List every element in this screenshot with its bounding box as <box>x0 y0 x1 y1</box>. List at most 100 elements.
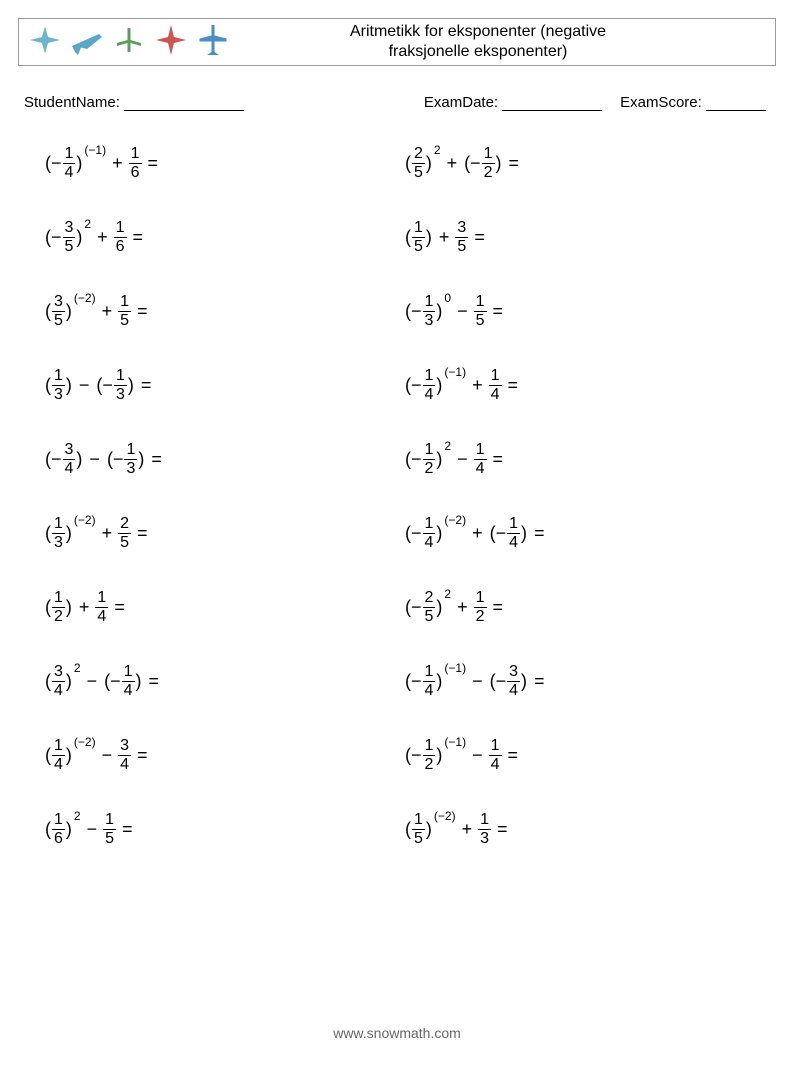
fraction: 15 <box>412 812 425 847</box>
math-text: (− <box>489 523 508 544</box>
problem-11: (13)(−2)+25= <box>44 511 404 555</box>
operator: = <box>127 227 150 248</box>
fraction: 14 <box>52 738 65 773</box>
math-text: ) <box>65 671 73 692</box>
plane-icon-3 <box>111 22 147 63</box>
fraction: 12 <box>423 738 436 773</box>
operator: − <box>83 449 106 470</box>
operator: = <box>468 227 491 248</box>
footer: www.snowmath.com <box>0 1025 794 1041</box>
math-text: ) <box>65 523 73 544</box>
exponent: (−1) <box>444 661 466 675</box>
fraction: 12 <box>482 146 495 181</box>
math-text: ( <box>44 819 52 840</box>
math-text: ( <box>44 745 52 766</box>
problem-14: (−25)2+12= <box>404 585 764 629</box>
problem-2: (25)2+(−12)= <box>404 141 764 185</box>
student-name-blank[interactable] <box>124 97 244 111</box>
operator: = <box>502 375 525 396</box>
fraction: 14 <box>423 516 436 551</box>
exam-date-blank[interactable] <box>502 97 602 111</box>
fraction: 35 <box>455 220 468 255</box>
problem-6: (−13)0−15= <box>404 289 764 333</box>
operator: + <box>456 819 479 840</box>
fraction: 13 <box>478 812 491 847</box>
operator: = <box>491 819 514 840</box>
math-text: ( <box>44 375 52 396</box>
math-text: ( <box>44 301 52 322</box>
math-text: ) <box>65 819 73 840</box>
math-text: ) <box>520 523 528 544</box>
fraction: 13 <box>52 516 65 551</box>
operator: = <box>487 597 510 618</box>
fraction: 25 <box>412 146 425 181</box>
math-text: ( <box>44 597 52 618</box>
fraction: 12 <box>474 590 487 625</box>
operator: = <box>116 819 139 840</box>
operator: − <box>81 671 104 692</box>
footer-link[interactable]: www.snowmath.com <box>333 1025 461 1041</box>
operator: + <box>96 301 119 322</box>
math-text: (− <box>404 671 423 692</box>
operator: − <box>73 375 96 396</box>
exam-score-blank[interactable] <box>706 97 766 111</box>
problem-5: (35)(−2)+15= <box>44 289 404 333</box>
math-text: (− <box>44 449 63 470</box>
exponent: 2 <box>434 143 441 157</box>
exam-score-field: ExamScore: <box>620 94 766 111</box>
exponent: (−2) <box>74 291 96 305</box>
math-text: ) <box>65 597 73 618</box>
title-line-1: Aritmetikk for eksponenter (negative <box>350 23 606 40</box>
fraction: 15 <box>474 294 487 329</box>
operator: − <box>466 671 489 692</box>
math-text: ) <box>435 301 443 322</box>
operator: = <box>143 671 166 692</box>
fraction: 34 <box>52 664 65 699</box>
math-text: ) <box>75 449 83 470</box>
operator: + <box>73 597 96 618</box>
problem-13: (12)+14= <box>44 585 404 629</box>
fraction: 14 <box>474 442 487 477</box>
operator: + <box>106 153 129 174</box>
plane-icon-1 <box>27 22 63 63</box>
operator: = <box>487 449 510 470</box>
fraction: 14 <box>423 664 436 699</box>
exponent: 2 <box>444 587 451 601</box>
math-text: ) <box>435 745 443 766</box>
math-text: ) <box>435 375 443 396</box>
math-text: (− <box>404 301 423 322</box>
operator: = <box>145 449 168 470</box>
fraction: 25 <box>423 590 436 625</box>
exam-date-label: ExamDate: <box>424 94 498 111</box>
operator: + <box>96 523 119 544</box>
exponent: 2 <box>74 809 81 823</box>
math-text: (− <box>404 523 423 544</box>
exponent: (−2) <box>444 513 466 527</box>
problem-4: (15)+35= <box>404 215 764 259</box>
operator: + <box>433 227 456 248</box>
header-icons <box>19 22 231 63</box>
operator: − <box>96 745 119 766</box>
fraction: 25 <box>118 516 131 551</box>
fraction: 12 <box>52 590 65 625</box>
math-text: ) <box>65 375 73 396</box>
problem-18: (−12)(−1)−14= <box>404 733 764 777</box>
exponent: (−1) <box>84 143 106 157</box>
problem-1: (−14)(−1)+16= <box>44 141 404 185</box>
math-text: ) <box>435 671 443 692</box>
math-text: ( <box>44 671 52 692</box>
math-text: ) <box>135 671 143 692</box>
math-text: (− <box>95 375 114 396</box>
exponent: 2 <box>84 217 91 231</box>
math-text: ( <box>404 819 412 840</box>
math-text: (− <box>44 153 63 174</box>
exponent: (−1) <box>444 365 466 379</box>
operator: = <box>528 523 551 544</box>
math-text: (− <box>404 597 423 618</box>
math-text: (− <box>463 153 482 174</box>
problem-17: (14)(−2)−34= <box>44 733 404 777</box>
fraction: 13 <box>114 368 127 403</box>
exam-date-field: ExamDate: <box>424 94 602 111</box>
fraction: 15 <box>118 294 131 329</box>
math-text: (− <box>489 671 508 692</box>
